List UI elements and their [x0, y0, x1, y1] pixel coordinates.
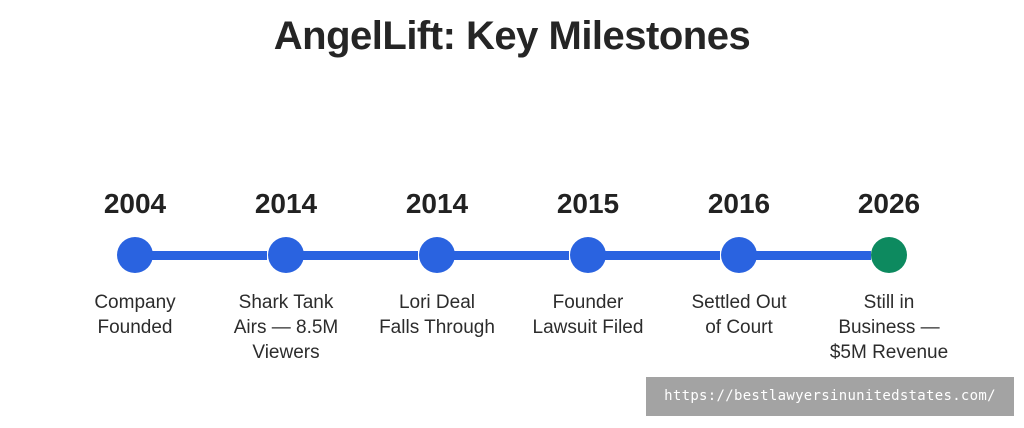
- milestone-year: 2004: [103, 188, 167, 219]
- connector-line: [301, 251, 418, 260]
- milestone-year: 2016: [707, 188, 771, 219]
- milestone-2015-lawsuit: 2015 Founder Lawsuit Filed: [513, 0, 663, 428]
- milestone-year: 2014: [254, 188, 318, 219]
- milestone-2016-settled: 2016 Settled Out of Court: [664, 0, 814, 428]
- milestone-year: 2015: [556, 188, 620, 219]
- milestone-2004-founded: 2004 Company Founded: [60, 0, 210, 428]
- milestone-description: Lori Deal Falls Through: [379, 292, 495, 338]
- milestone-year: 2026: [857, 188, 921, 219]
- milestone-2014-shark-tank: 2014 Shark Tank Airs — 8.5M Viewers: [211, 0, 361, 428]
- milestone-marker: [268, 237, 304, 273]
- milestone-2014-deal-falls: 2014 Lori Deal Falls Through: [362, 0, 512, 428]
- milestone-2026-still-in-business: 2026 Still in Business — $5M Revenue: [814, 0, 964, 428]
- page-title: AngelLift: Key Milestones: [273, 14, 751, 58]
- milestone-description: Settled Out of Court: [691, 292, 787, 338]
- milestone-marker: [721, 237, 757, 273]
- milestone-description: Company Founded: [94, 292, 176, 338]
- connector-line: [603, 251, 720, 260]
- connector-line: [150, 251, 267, 260]
- milestone-description: Founder Lawsuit Filed: [532, 292, 644, 338]
- milestone-year: 2014: [405, 188, 469, 219]
- milestone-marker: [871, 237, 907, 273]
- source-url-watermark: https://bestlawyersinunitedstates.com/: [646, 377, 1014, 416]
- milestone-marker: [419, 237, 455, 273]
- milestone-description: Still in Business — $5M Revenue: [829, 292, 949, 363]
- connector-line: [754, 251, 871, 260]
- milestone-marker: [570, 237, 606, 273]
- milestone-description: Shark Tank Airs — 8.5M Viewers: [233, 292, 339, 363]
- connector-line: [452, 251, 569, 260]
- milestone-marker: [117, 237, 153, 273]
